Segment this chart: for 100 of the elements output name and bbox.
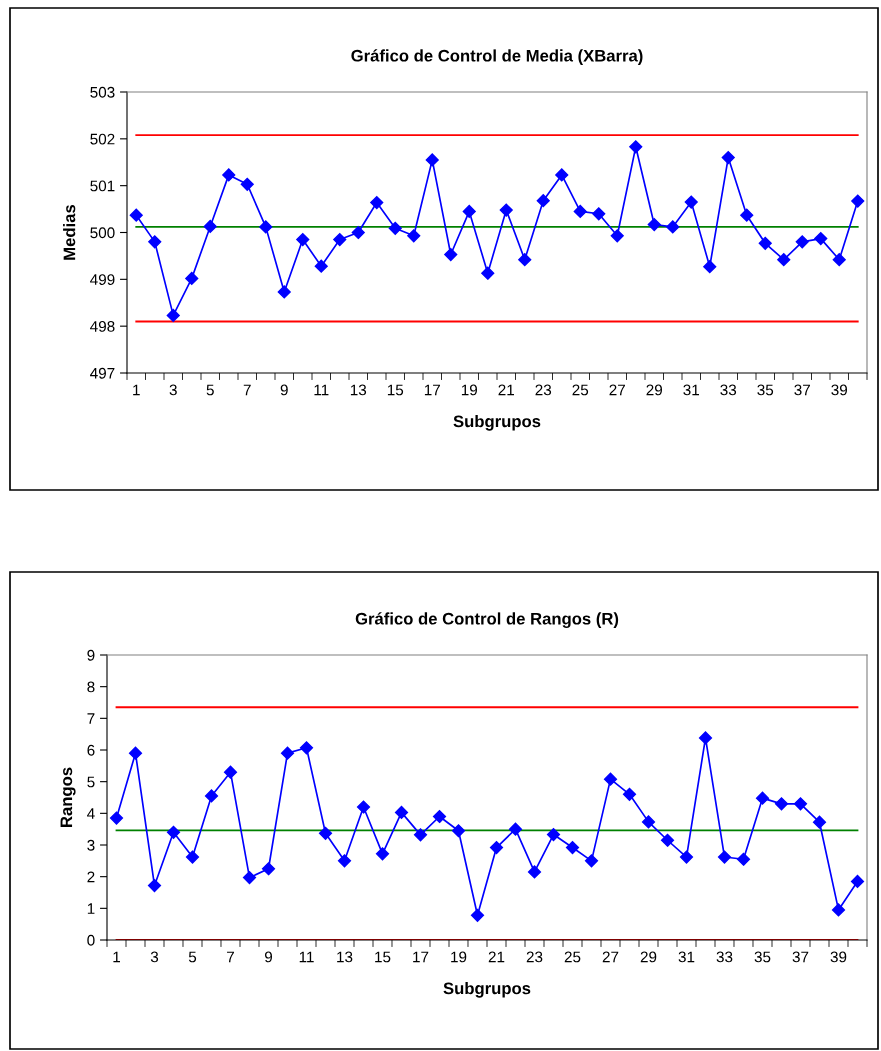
y-tick-label: 4 — [87, 808, 95, 819]
x-tick-label: 39 — [831, 384, 848, 396]
point — [527, 865, 542, 879]
x-tick-label: 25 — [572, 384, 589, 396]
chart-title: Gráfico de Control de Rangos (R) — [355, 612, 619, 628]
x-axis-title: Subgrupos — [453, 415, 541, 431]
x-tick-label: 31 — [678, 951, 695, 963]
point — [147, 878, 162, 893]
y-tick-label: 503 — [90, 86, 115, 98]
y-tick-label: 0 — [87, 934, 95, 946]
point — [679, 850, 694, 864]
y-tick-label: 499 — [90, 274, 115, 286]
x-tick-label: 35 — [754, 951, 771, 963]
point — [814, 232, 828, 246]
point — [736, 852, 751, 866]
y-axis-title: Medias — [63, 204, 76, 260]
point — [148, 235, 162, 249]
x-tick-label: 7 — [227, 951, 234, 963]
x-tick-label: 21 — [498, 384, 514, 396]
point — [481, 266, 495, 280]
point — [109, 811, 124, 825]
point — [388, 221, 402, 235]
x-tick-label: 9 — [264, 951, 273, 963]
x-tick-label: 17 — [424, 384, 440, 396]
point — [660, 833, 675, 847]
point — [831, 903, 846, 917]
point — [261, 862, 276, 876]
x-tick-label: 1 — [133, 384, 140, 396]
x-tick-label: 3 — [169, 384, 177, 396]
x-tick-label: 11 — [299, 951, 314, 963]
point — [508, 822, 523, 836]
point — [573, 204, 587, 219]
point — [470, 908, 485, 922]
point — [684, 195, 698, 209]
x-tick-label: 25 — [564, 951, 581, 963]
y-tick-label: 9 — [87, 649, 95, 661]
point — [166, 308, 180, 322]
point — [499, 203, 513, 217]
x-tick-label: 29 — [640, 951, 657, 963]
point — [812, 815, 827, 829]
x-tick-label: 35 — [757, 384, 774, 396]
y-tick-label: 3 — [87, 839, 95, 851]
point — [795, 235, 809, 249]
x-tick-label: 13 — [337, 951, 353, 963]
point — [351, 225, 365, 240]
point — [755, 791, 770, 805]
point — [850, 874, 865, 889]
y-tick-label: 502 — [90, 133, 115, 145]
x-tick-label: 3 — [150, 951, 159, 963]
x-tick-label: 19 — [461, 384, 478, 396]
point — [222, 168, 236, 182]
point — [166, 825, 181, 839]
point — [518, 253, 532, 267]
point — [851, 194, 865, 208]
point — [758, 236, 772, 250]
x-tick-label: 29 — [646, 384, 663, 396]
point — [666, 220, 680, 234]
point — [185, 271, 199, 285]
point — [546, 827, 561, 842]
point — [698, 731, 713, 745]
point — [777, 253, 791, 267]
point — [185, 850, 200, 864]
point — [333, 232, 347, 247]
point — [280, 746, 295, 760]
point — [489, 840, 504, 855]
x-tick-label: 15 — [375, 951, 391, 963]
point — [444, 247, 458, 262]
point — [337, 854, 352, 868]
y-tick-label: 7 — [87, 713, 95, 724]
x-tick-label: 39 — [830, 951, 847, 963]
point — [407, 229, 421, 243]
x-tick-label: 23 — [535, 384, 552, 396]
point — [717, 850, 732, 864]
y-tick-label: 501 — [90, 180, 115, 192]
point — [462, 204, 476, 219]
x-tick-label: 5 — [188, 951, 197, 963]
x-tick-label: 27 — [602, 951, 619, 963]
point — [425, 153, 439, 167]
point — [703, 260, 717, 274]
x-tick-label: 13 — [350, 384, 367, 396]
point — [128, 746, 143, 760]
point — [603, 772, 618, 786]
y-tick-label: 497 — [90, 367, 115, 379]
point — [592, 207, 606, 221]
x-tick-label: 5 — [206, 384, 214, 396]
x-tick-label: 37 — [792, 951, 809, 963]
point — [647, 217, 661, 232]
chart-title: Gráfico de Control de Media (XBarra) — [351, 49, 643, 65]
x-axis-title: Subgrupos — [443, 982, 531, 998]
x-tick-label: 21 — [488, 951, 505, 963]
point — [793, 797, 808, 811]
x-tick-label: 27 — [609, 384, 625, 396]
point — [610, 229, 624, 243]
point — [370, 195, 384, 210]
point — [629, 140, 643, 154]
point — [584, 854, 599, 868]
point — [204, 789, 219, 803]
x-tick-label: 33 — [720, 384, 737, 396]
point — [394, 805, 409, 819]
point — [242, 871, 257, 885]
